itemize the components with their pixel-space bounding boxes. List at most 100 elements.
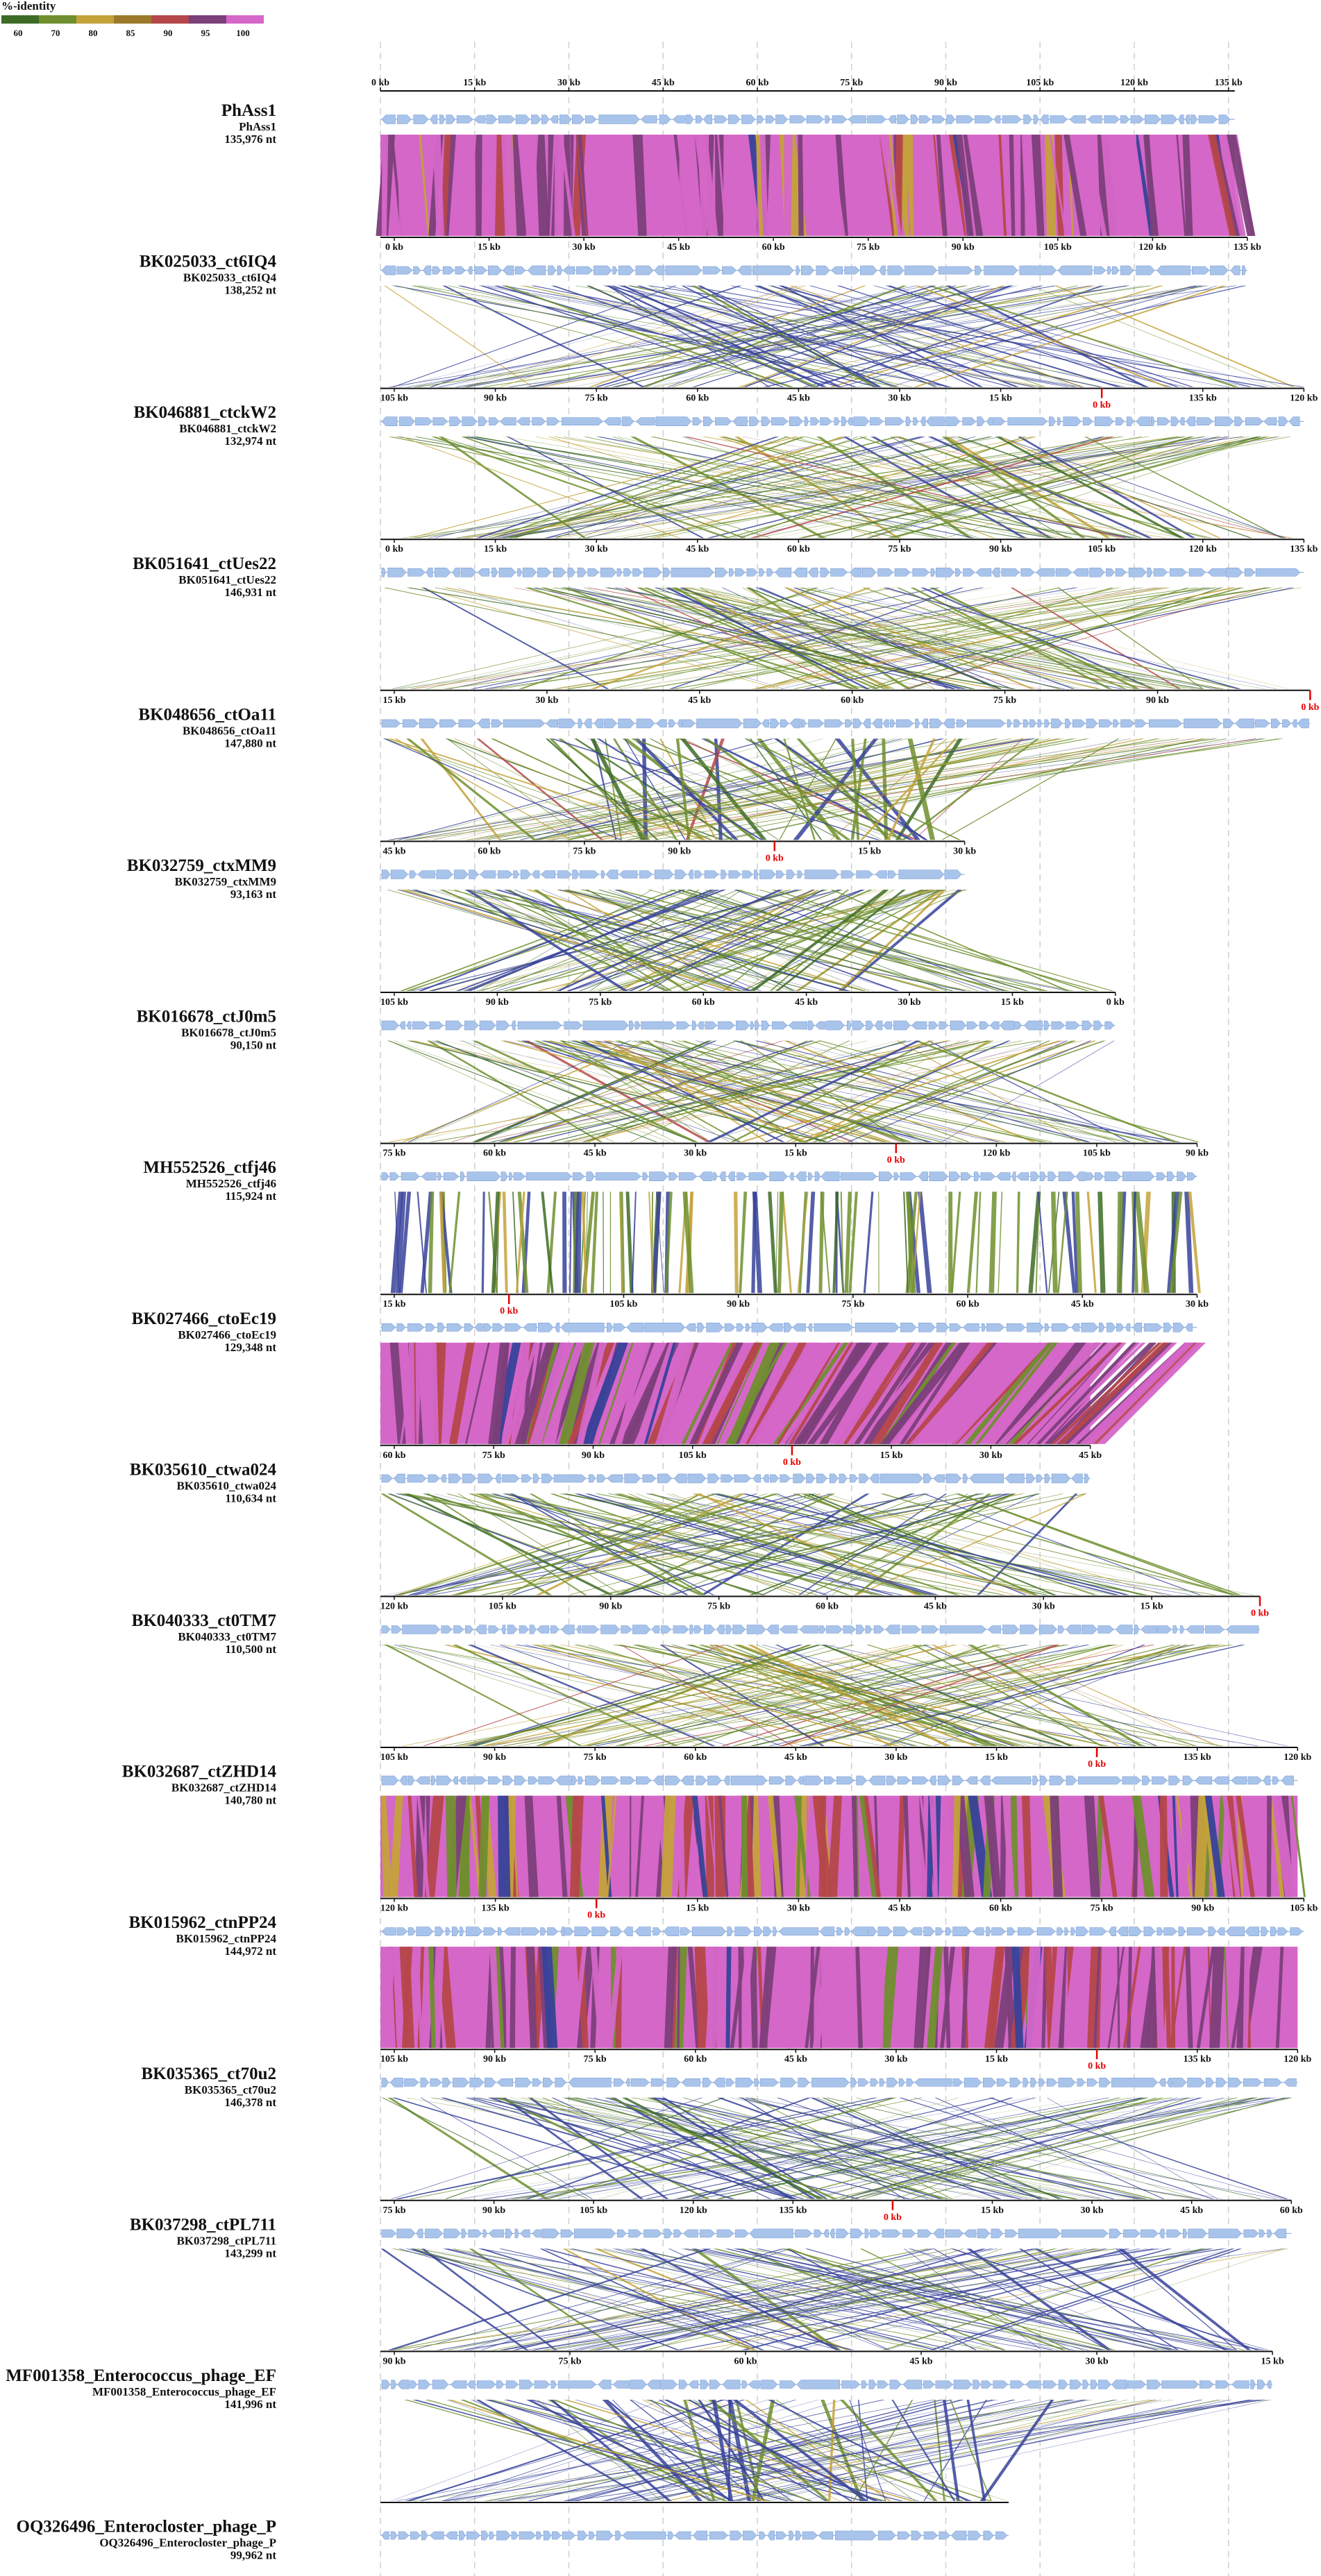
gene-arrow xyxy=(768,1323,783,1332)
alignment-link xyxy=(422,1493,766,1595)
gene-arrow xyxy=(868,1926,877,1936)
gene-arrow xyxy=(936,567,955,577)
alignment-link xyxy=(1107,1947,1125,2049)
axis-tick-label: 60 kb xyxy=(957,1299,979,1310)
gene-arrow xyxy=(418,2380,430,2389)
tick-unit: kb xyxy=(392,1299,405,1310)
alignment-link xyxy=(932,1795,939,1897)
gene-arrow xyxy=(1006,1323,1026,1332)
tick-unit: kb xyxy=(907,997,920,1008)
alignment-link xyxy=(857,285,1193,387)
alignment-link xyxy=(866,1645,1197,1746)
alignment-link xyxy=(744,738,961,840)
alignment-link xyxy=(471,1645,823,1746)
alignment-link xyxy=(551,587,1182,689)
gene-arrow xyxy=(1046,2078,1058,2087)
gene-arrow xyxy=(1049,416,1056,427)
tick-value: 15 xyxy=(478,242,487,253)
alignment-link xyxy=(550,738,881,840)
axis-tick-label: 45 kb xyxy=(924,1601,947,1611)
alignment-link xyxy=(764,1040,1011,1142)
legend-tick-label: 80 xyxy=(89,28,98,38)
alignment-link xyxy=(406,2400,726,2501)
alignment-link xyxy=(631,1947,642,2049)
gene-arrow xyxy=(1227,2078,1242,2087)
gene-arrow xyxy=(1051,1473,1071,1484)
gene-arrow xyxy=(1178,1926,1186,1936)
alignment-link xyxy=(480,2248,791,2350)
gene-arrow xyxy=(745,1323,750,1332)
gene-arrow xyxy=(460,567,477,577)
gene-arrow xyxy=(680,1775,694,1786)
tick-unit: kb xyxy=(825,1601,839,1611)
alignment-link xyxy=(803,587,1295,689)
gene-arrow xyxy=(991,2228,1004,2239)
gene-arrow xyxy=(459,1776,466,1785)
gene-arrow xyxy=(923,2531,939,2540)
gene-arrow xyxy=(619,870,638,879)
gene-arrow xyxy=(381,719,401,728)
alignment-link xyxy=(569,1192,573,1294)
alignment-link xyxy=(941,1040,1115,1142)
genome-name: BK048656_ctOa11 xyxy=(138,705,276,724)
tick-unit: kb xyxy=(392,846,405,856)
alignment-link xyxy=(805,1947,821,2049)
alignment-link xyxy=(541,2097,814,2199)
gene-arrow xyxy=(511,1020,516,1031)
gene-arrow xyxy=(696,1775,707,1786)
gene-arrow xyxy=(858,2078,869,2087)
alignment-link xyxy=(961,1947,970,2049)
alignment-link xyxy=(541,2097,1258,2199)
alignment-link xyxy=(913,2097,1284,2199)
axis-tick-label: 90 kb xyxy=(1146,695,1169,706)
alignment-link xyxy=(745,1342,798,1444)
gene-arrow xyxy=(902,2229,916,2238)
tick-value: 105 xyxy=(1083,1149,1097,1159)
alignment-link xyxy=(413,285,929,387)
alignment-link xyxy=(682,1192,694,1294)
alignment-link xyxy=(428,1040,1042,1142)
alignment-link xyxy=(434,587,1045,689)
alignment-link xyxy=(758,285,976,387)
alignment-link xyxy=(730,2400,1156,2501)
alignment-link xyxy=(528,1040,951,1142)
gene-arrow xyxy=(536,2531,542,2540)
gene-arrow xyxy=(421,2530,428,2541)
gene-arrow xyxy=(517,1021,562,1030)
gene-arrow xyxy=(801,265,815,276)
gene-arrow xyxy=(807,1172,813,1180)
alignment-link xyxy=(498,738,1219,840)
alignment-link xyxy=(868,437,1230,539)
gene-arrow xyxy=(621,416,634,427)
axis-tick-label: 45 kb xyxy=(686,544,709,554)
alignment-link xyxy=(492,1645,988,1746)
alignment-link xyxy=(767,2400,970,2501)
alignment-link xyxy=(487,437,1229,539)
alignment-link xyxy=(878,587,1290,689)
alignment-link xyxy=(1030,285,1281,387)
alignment-link xyxy=(880,1342,970,1444)
alignment-link xyxy=(643,2248,1100,2350)
gene-arrow xyxy=(686,115,694,124)
tick-value: 15 xyxy=(985,2054,995,2065)
alignment-link xyxy=(718,1795,729,1897)
alignment-link xyxy=(590,1192,598,1294)
axis-tick-label: 60 kb xyxy=(746,78,768,88)
gene-arrow xyxy=(477,2380,496,2389)
alignment-link xyxy=(607,890,870,991)
gene-arrow xyxy=(1172,1625,1178,1634)
alignment-link xyxy=(692,1493,1038,1595)
alignment-link xyxy=(939,2248,1243,2350)
alignment-link xyxy=(882,738,889,840)
alignment-link xyxy=(798,1493,948,1595)
gene-arrow xyxy=(763,1474,769,1483)
genome-id: BK040333_ct0TM7 xyxy=(178,1630,276,1643)
tick-unit: kb xyxy=(1298,1752,1311,1763)
alignment-link xyxy=(471,738,1264,840)
alignment-link xyxy=(498,2097,710,2199)
zero-label: 0 kb xyxy=(1301,702,1319,713)
alignment-link xyxy=(535,437,1064,539)
alignment-link xyxy=(531,285,1036,387)
gene-arrow xyxy=(762,719,769,728)
alignment-link xyxy=(904,1795,911,1897)
